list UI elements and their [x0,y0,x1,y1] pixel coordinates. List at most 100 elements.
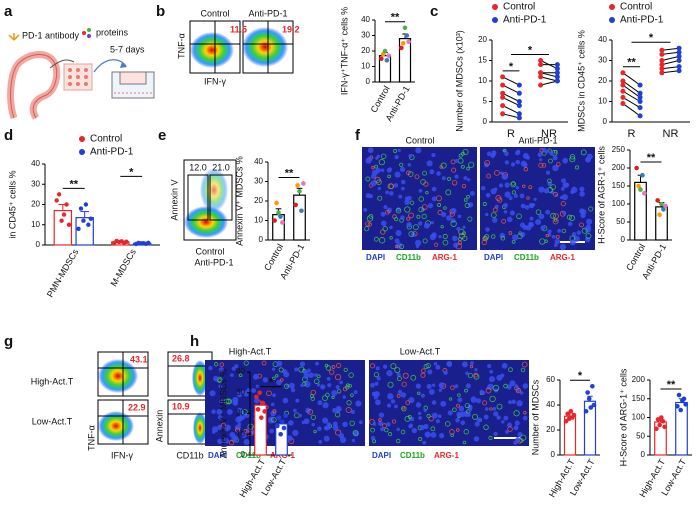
data-point [662,424,667,430]
pair-line [622,90,641,102]
significance-label: * [509,61,514,73]
cell [386,403,392,408]
cell [515,387,522,394]
data-point [657,422,662,428]
cell [434,242,439,247]
cell [522,383,529,389]
y-tick-label: 20 [31,200,40,209]
cell [442,233,448,239]
marker-label: IFN-γ [204,76,226,86]
cell [431,186,437,192]
colon-outline [10,54,58,119]
cell [370,427,376,433]
cell [483,236,488,241]
stain-label: DAPI [366,253,385,262]
cell [508,231,513,235]
data-point [500,103,506,109]
data-point [638,187,643,192]
cell [496,415,501,420]
cell [423,181,429,187]
data-point [637,105,643,111]
cell [382,364,388,369]
data-point [655,198,660,203]
panel-label: a [4,3,13,20]
cell [519,193,525,199]
cell [376,179,382,185]
data-point [676,68,682,74]
cell [439,433,445,439]
cell [395,230,402,237]
cell [394,238,400,244]
cell [408,397,415,404]
data-point [278,214,283,219]
cell [208,365,213,371]
cell [311,422,315,427]
cell [372,421,377,426]
cell [322,417,329,424]
cell [226,398,233,405]
stain-label: CD11b [396,253,421,262]
x-tick-label: NR [663,128,679,140]
data-point [280,419,285,425]
cell [295,398,300,403]
gate-value: 43.1 [130,354,148,364]
cell [408,424,413,429]
cell [509,210,516,216]
cell [540,225,546,231]
cell [472,413,479,420]
cell [322,395,328,402]
cell [331,395,335,399]
pair-line [622,103,641,117]
cell [464,202,470,208]
cell [329,369,335,375]
cell [380,427,385,432]
cell [561,228,567,234]
y-tick-label: 0 [36,240,41,249]
significance-label: * [528,44,533,56]
cell [554,218,558,222]
cell [496,374,503,381]
data-point [406,39,411,44]
cell [377,195,383,201]
pair-line [661,51,680,55]
y-tick-label: 200 [612,163,626,172]
cell [219,399,223,404]
x-tick-label: NR [541,128,557,140]
cell [371,165,375,170]
cell [237,407,243,413]
panel-label: e [158,127,166,144]
data-point [78,206,84,211]
cell [384,427,389,433]
cell [474,368,478,372]
data-point [637,113,643,119]
cell [348,372,354,378]
significance-label: * [578,370,583,382]
cell [317,400,323,406]
significance-label: * [649,32,654,44]
cell [358,420,363,425]
data-point [299,208,304,214]
cell [465,371,469,375]
cell [473,373,480,380]
data-point [404,33,410,38]
cell [417,411,422,416]
cell [483,424,489,430]
cell [374,399,381,406]
marker-label: TNF-α [176,33,186,59]
cell [504,160,510,165]
cell [550,184,556,190]
data-point [124,239,129,244]
cell [473,436,480,442]
data-point [588,405,594,410]
cell [408,231,415,237]
cell [522,415,528,421]
cell [396,427,400,432]
cell [430,426,436,432]
cell [393,149,398,154]
cell [331,365,336,369]
cell [516,213,522,220]
legend-label: Anti-PD-1 [90,147,134,158]
bar [293,194,306,241]
pair-line [502,84,520,94]
cell [495,195,502,201]
